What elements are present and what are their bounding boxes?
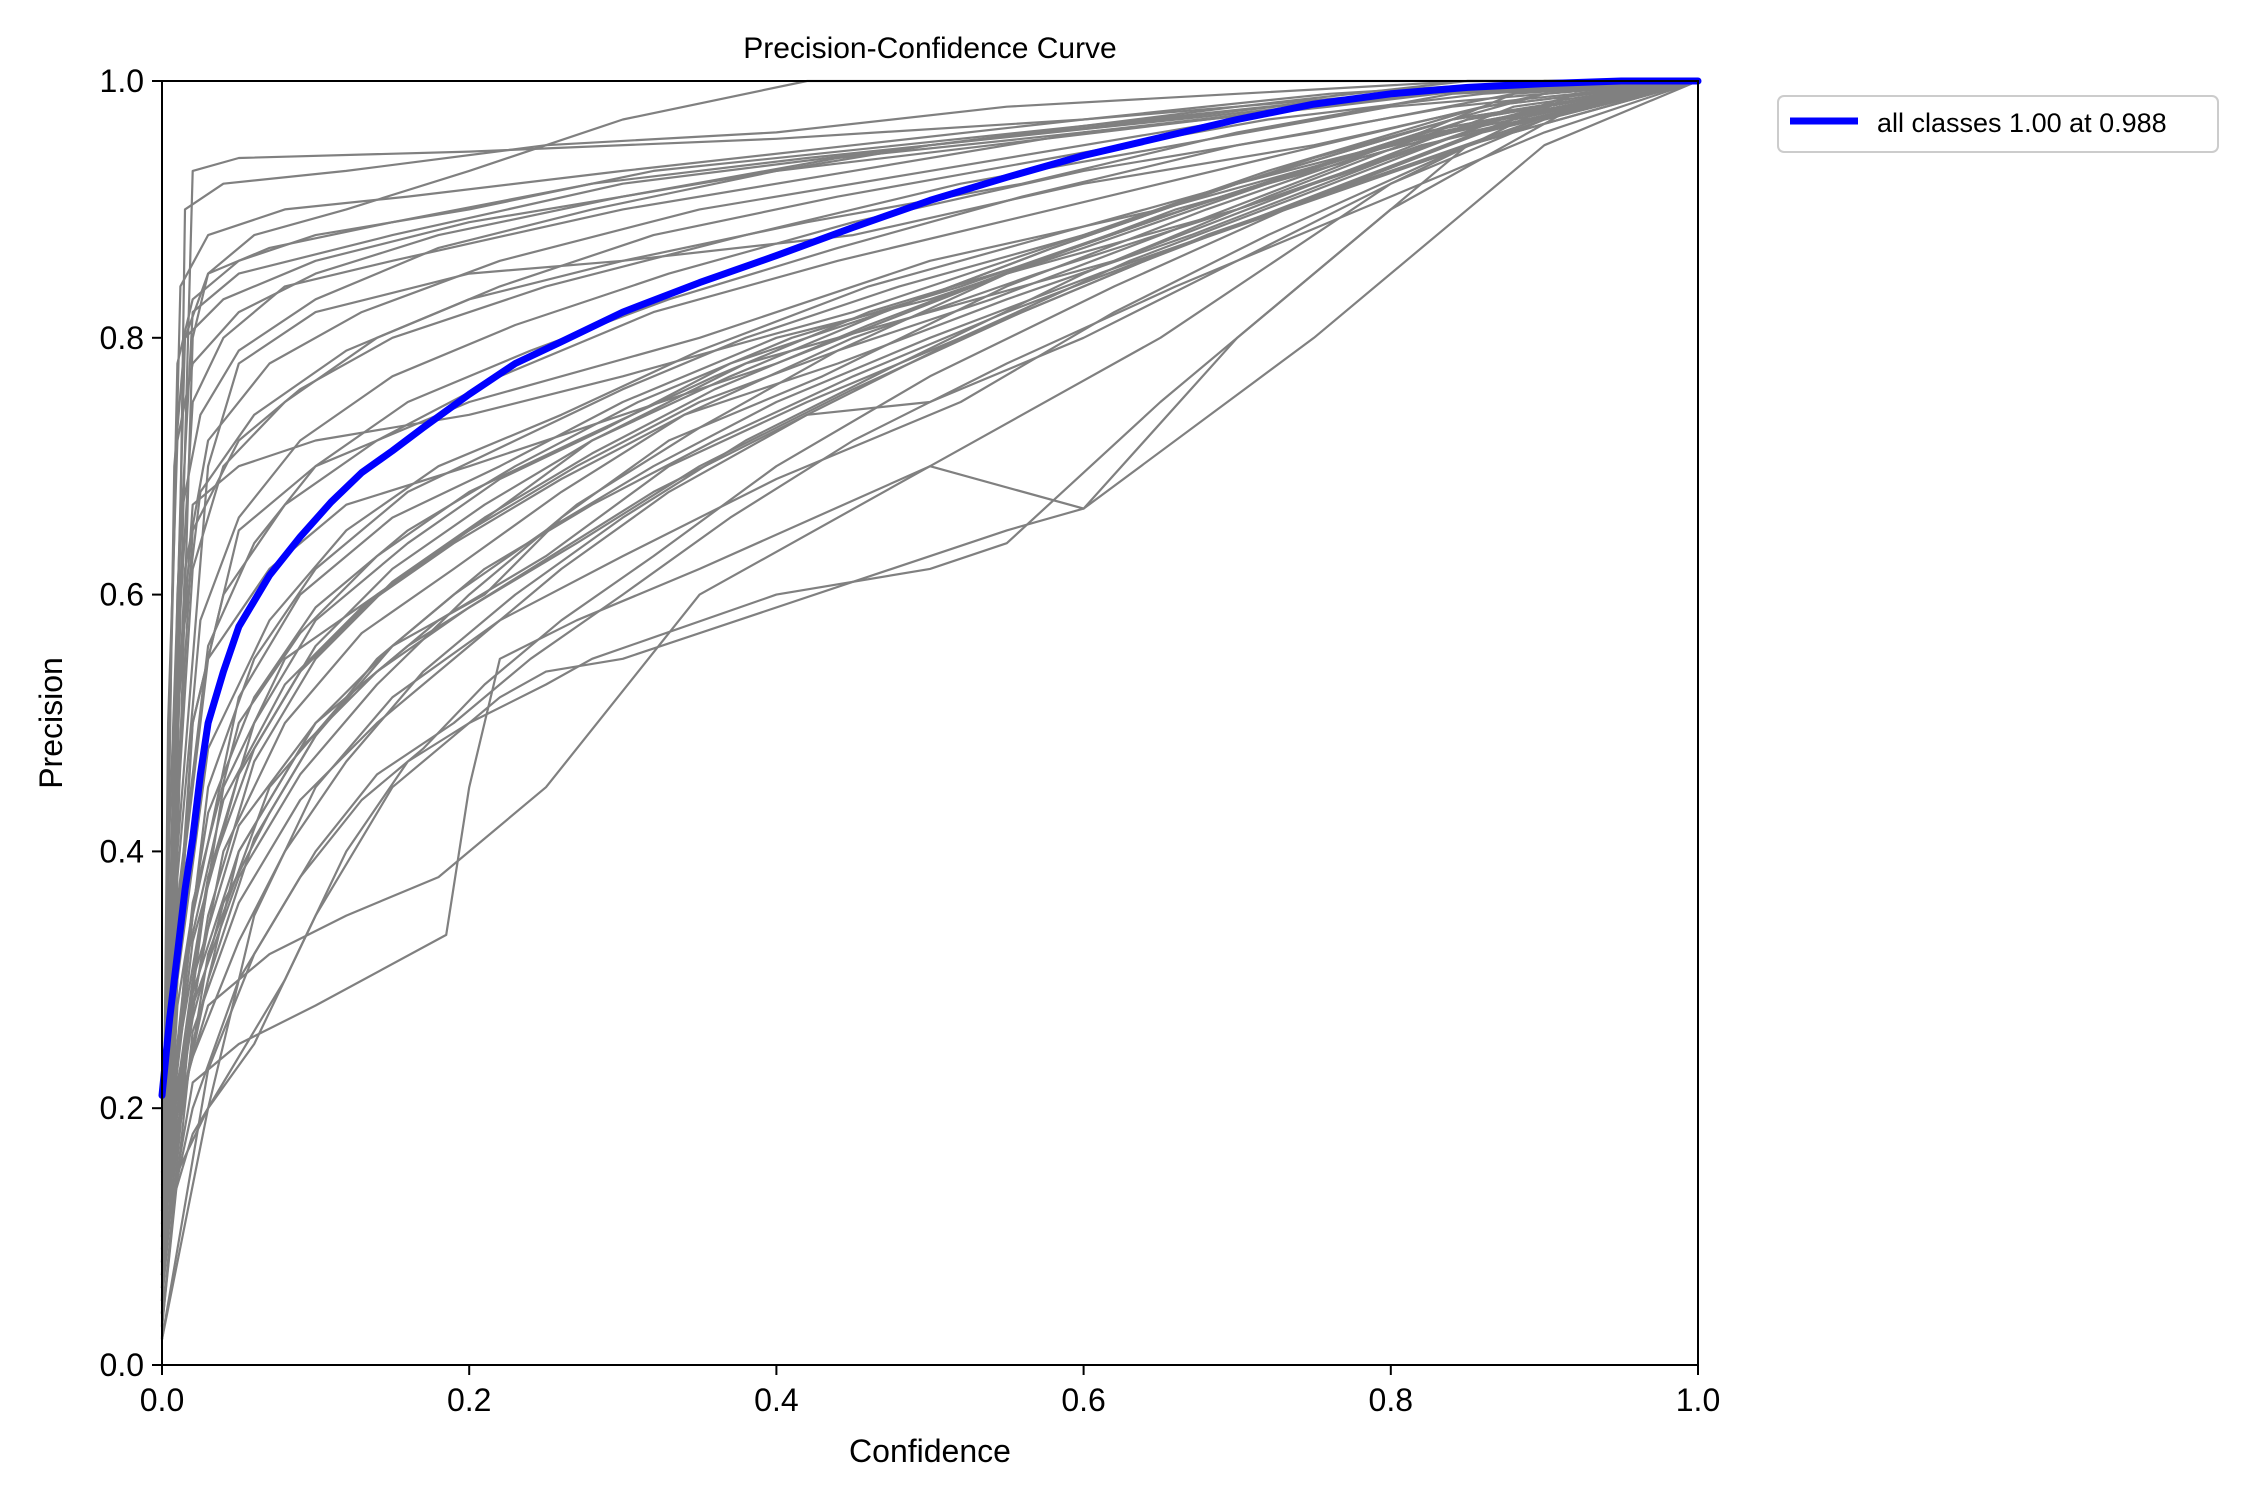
legend-label: all classes 1.00 at 0.988 (1877, 108, 2167, 138)
class-curve-13 (160, 79, 1699, 1340)
y-tick-label: 0.0 (100, 1347, 144, 1383)
series-line-all-classes (158, 77, 1702, 1099)
class-curve-48 (160, 79, 1698, 1301)
series-layer (158, 77, 1702, 1099)
class-curve-20 (160, 79, 1699, 1237)
x-axis-ticks: 0.0 0.2 0.4 0.6 0.8 1.0 (140, 1365, 1720, 1418)
class-curve-42 (160, 79, 1698, 1237)
class-curve-22 (160, 79, 1699, 1186)
chart-title: Precision-Confidence Curve (743, 32, 1117, 65)
class-curve-49 (160, 79, 1699, 1199)
y-tick-label: 0.4 (100, 833, 144, 869)
class-curve-8 (160, 79, 1698, 1237)
class-curve-44 (160, 79, 1699, 1289)
x-tick-label: 0.4 (754, 1382, 798, 1418)
class-curve-6 (160, 79, 1698, 1289)
class-curve-46 (160, 79, 1699, 1327)
class-curve-30 (160, 79, 1699, 1173)
class-curve-33 (160, 79, 1699, 1327)
class-curve-40 (160, 79, 1699, 1250)
legend-box (1777, 95, 2219, 153)
y-tick-label: 0.6 (100, 577, 144, 613)
y-tick-label: 0.8 (100, 320, 144, 356)
y-axis-label: Precision (33, 657, 69, 789)
legend: all classes 1.00 at 0.988 (1777, 95, 2219, 153)
x-tick-label: 0.8 (1369, 1382, 1413, 1418)
class-curve-35 (160, 79, 1699, 1199)
y-axis-ticks: 0.0 0.2 0.4 0.6 0.8 1.0 (100, 63, 162, 1383)
class-curve-47 (160, 79, 1699, 1263)
y-tick-label: 0.2 (100, 1090, 144, 1126)
x-tick-label: 0.2 (447, 1382, 491, 1418)
x-tick-label: 1.0 (1676, 1382, 1720, 1418)
x-tick-label: 0.6 (1061, 1382, 1105, 1418)
x-axis-label: Confidence (849, 1433, 1011, 1469)
class-curve-41 (160, 79, 1699, 1340)
y-tick-label: 1.0 (100, 63, 144, 99)
x-tick-label: 0.0 (140, 1382, 184, 1418)
class-curve-24 (160, 79, 1698, 1301)
class-curve-7 (160, 79, 1699, 1327)
class-curve-45 (160, 79, 1699, 1224)
class-curve-5 (160, 79, 1699, 1314)
class-curve-18 (160, 79, 1699, 1289)
class-curve-12 (160, 79, 1699, 1173)
class-curve-50 (160, 79, 1699, 1276)
plot-frame (161, 80, 1699, 1366)
